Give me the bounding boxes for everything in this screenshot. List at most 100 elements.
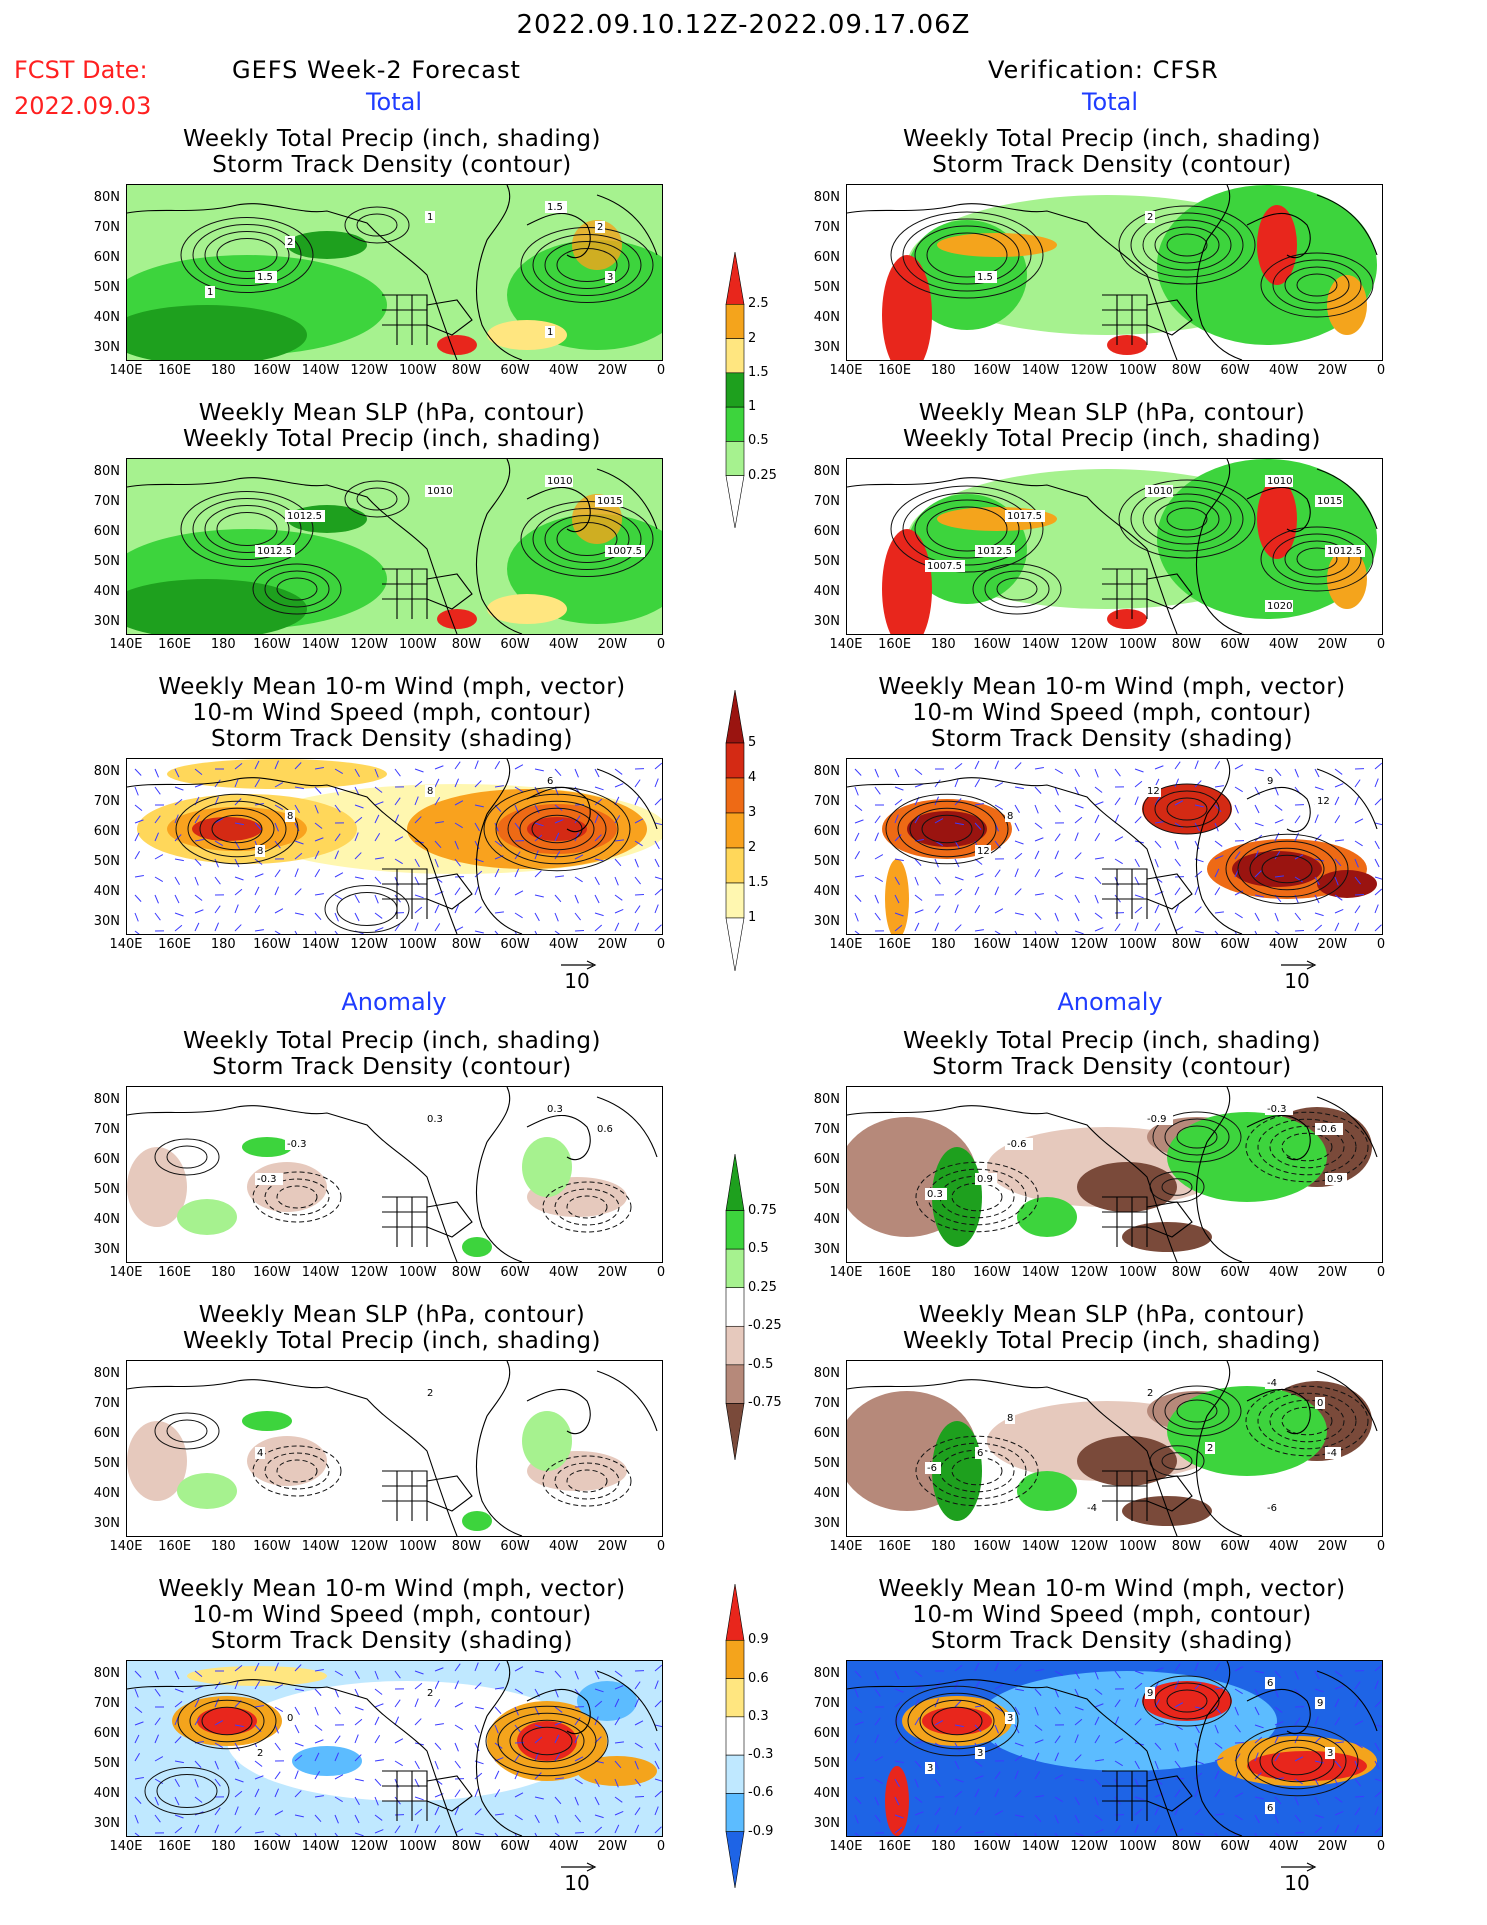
lon-tick-label: 180 [210, 637, 236, 652]
lon-tick-label: 120W [350, 363, 388, 378]
lon-tick-label: 80W [1171, 1265, 1202, 1280]
reference-vector-arrow [1281, 1862, 1317, 1872]
lon-tick-label: 20W [1317, 1839, 1348, 1854]
lat-tick-label: 40N [813, 310, 840, 325]
lon-tick-label: 40W [1269, 637, 1299, 652]
lon-tick-label: 0 [656, 363, 666, 378]
lon-tick-label: 60W [500, 637, 530, 652]
lat-tick-label: 70N [93, 1696, 120, 1711]
svg-text:8: 8 [427, 786, 433, 797]
reference-vector-label: 10 [1284, 969, 1310, 993]
lat-tick-label: 60N [813, 824, 840, 839]
lon-tick-label: 40W [549, 637, 579, 652]
svg-text:2: 2 [287, 237, 293, 248]
lon-tick-label: 100W [398, 1265, 437, 1280]
lon-tick-label: 160W [973, 1839, 1011, 1854]
svg-text:9: 9 [1317, 1698, 1323, 1709]
svg-text:1015: 1015 [1317, 496, 1342, 507]
svg-text:8: 8 [1007, 811, 1013, 822]
lon-tick-label: 60W [1220, 937, 1250, 952]
svg-text:2: 2 [1147, 1388, 1153, 1399]
colorbar-tick-label: 1.5 [748, 364, 769, 380]
lat-tick-label: 50N [93, 1756, 120, 1771]
panel-title-line: 10-m Wind Speed (mph, contour) [192, 1602, 592, 1628]
lon-tick-label: 140E [109, 637, 143, 652]
lon-tick-label: 120W [350, 1265, 388, 1280]
panel-title-line: Weekly Total Precip (inch, shading) [183, 1328, 601, 1354]
svg-text:-6: -6 [927, 1463, 937, 1474]
panel-title-line: 10-m Wind Speed (mph, contour) [912, 700, 1312, 726]
lon-tick-label: 40W [1269, 1265, 1299, 1280]
lon-tick-label: 20W [597, 1839, 628, 1854]
lon-tick-label: 160W [253, 637, 291, 652]
colorbar-tick-label: 0.3 [748, 1708, 769, 1724]
colorbar-storm-total [725, 689, 745, 972]
lat-tick-label: 50N [813, 1756, 840, 1771]
svg-text:6: 6 [1267, 1803, 1273, 1814]
svg-text:0.3: 0.3 [927, 1189, 943, 1200]
panel-title-line: Weekly Mean 10-m Wind (mph, vector) [878, 674, 1346, 700]
lon-tick-label: 140W [301, 637, 340, 652]
svg-text:1017.5: 1017.5 [1007, 511, 1042, 522]
lon-tick-label: 60W [500, 363, 530, 378]
lon-tick-label: 100W [1118, 937, 1157, 952]
lon-tick-label: 140W [1021, 1539, 1060, 1554]
map-panel-wind-total-cfsr: 12 12 8 9 12 [846, 758, 1383, 935]
lat-tick-label: 80N [93, 1092, 120, 1107]
lon-tick-label: 80W [1171, 363, 1202, 378]
panel-title-line: Weekly Total Precip (inch, shading) [183, 426, 601, 452]
panel-title-line: Weekly Total Precip (inch, shading) [183, 1028, 601, 1054]
svg-text:6: 6 [1267, 1678, 1273, 1689]
colorbar-tick-label: 4 [748, 770, 757, 785]
svg-text:-4: -4 [1327, 1448, 1337, 1459]
panel-title-line: Weekly Total Precip (inch, shading) [903, 1028, 1321, 1054]
panel-title-line: Weekly Mean SLP (hPa, contour) [918, 1302, 1306, 1328]
lat-tick-label: 30N [813, 1516, 840, 1531]
svg-text:9: 9 [1267, 776, 1273, 787]
lat-tick-label: 80N [93, 1666, 120, 1681]
svg-text:-0.3: -0.3 [1267, 1104, 1287, 1115]
svg-text:4: 4 [257, 1448, 263, 1459]
lon-tick-label: 20W [1317, 1539, 1348, 1554]
lon-tick-label: 20W [1317, 363, 1348, 378]
svg-text:12: 12 [1147, 786, 1160, 797]
lat-tick-label: 60N [813, 524, 840, 539]
date-range-title: 2022.09.10.12Z-2022.09.17.06Z [516, 10, 971, 40]
colorbar-tick-label: 0.9 [748, 1632, 769, 1648]
svg-text:0.6: 0.6 [597, 1124, 613, 1135]
svg-text:1010: 1010 [547, 476, 572, 487]
lat-tick-label: 70N [93, 794, 120, 809]
lat-tick-label: 50N [93, 554, 120, 569]
lon-tick-label: 80W [1171, 1839, 1202, 1854]
right-total-label: Total [1081, 88, 1139, 116]
lat-tick-label: 80N [813, 1092, 840, 1107]
colorbar-tick-label: -0.25 [748, 1318, 782, 1334]
lat-tick-label: 70N [813, 1696, 840, 1711]
lon-tick-label: 140W [1021, 637, 1060, 652]
lon-tick-label: 0 [1376, 1839, 1386, 1854]
lon-tick-label: 160E [158, 1839, 192, 1854]
lon-tick-label: 160E [158, 1265, 192, 1280]
svg-text:-0.3: -0.3 [257, 1174, 277, 1185]
map-panel-precip-anom-gefs: -0.3 0.3 -0.3 0.3 0.6 [126, 1086, 663, 1263]
lat-tick-label: 80N [813, 190, 840, 205]
lat-tick-label: 50N [813, 1456, 840, 1471]
lon-tick-label: 120W [1070, 1539, 1108, 1554]
lat-tick-label: 60N [813, 1726, 840, 1741]
lon-tick-label: 20W [1317, 1265, 1348, 1280]
svg-text:0.3: 0.3 [427, 1114, 443, 1125]
svg-text:12: 12 [977, 846, 990, 857]
colorbar-precip-total [725, 251, 745, 529]
svg-text:0.9: 0.9 [1327, 1174, 1343, 1185]
svg-text:-0.6: -0.6 [1007, 1139, 1027, 1150]
lon-tick-label: 140W [1021, 1265, 1060, 1280]
lat-tick-label: 80N [813, 464, 840, 479]
lon-tick-label: 60W [1220, 1265, 1250, 1280]
fcst-date-label: FCST Date: [14, 56, 148, 84]
svg-text:1010: 1010 [1147, 486, 1172, 497]
lat-tick-label: 30N [93, 914, 120, 929]
svg-text:1.5: 1.5 [257, 272, 273, 283]
lon-tick-label: 80W [451, 1539, 482, 1554]
lon-tick-label: 100W [1118, 637, 1157, 652]
lon-tick-label: 180 [930, 1265, 956, 1280]
